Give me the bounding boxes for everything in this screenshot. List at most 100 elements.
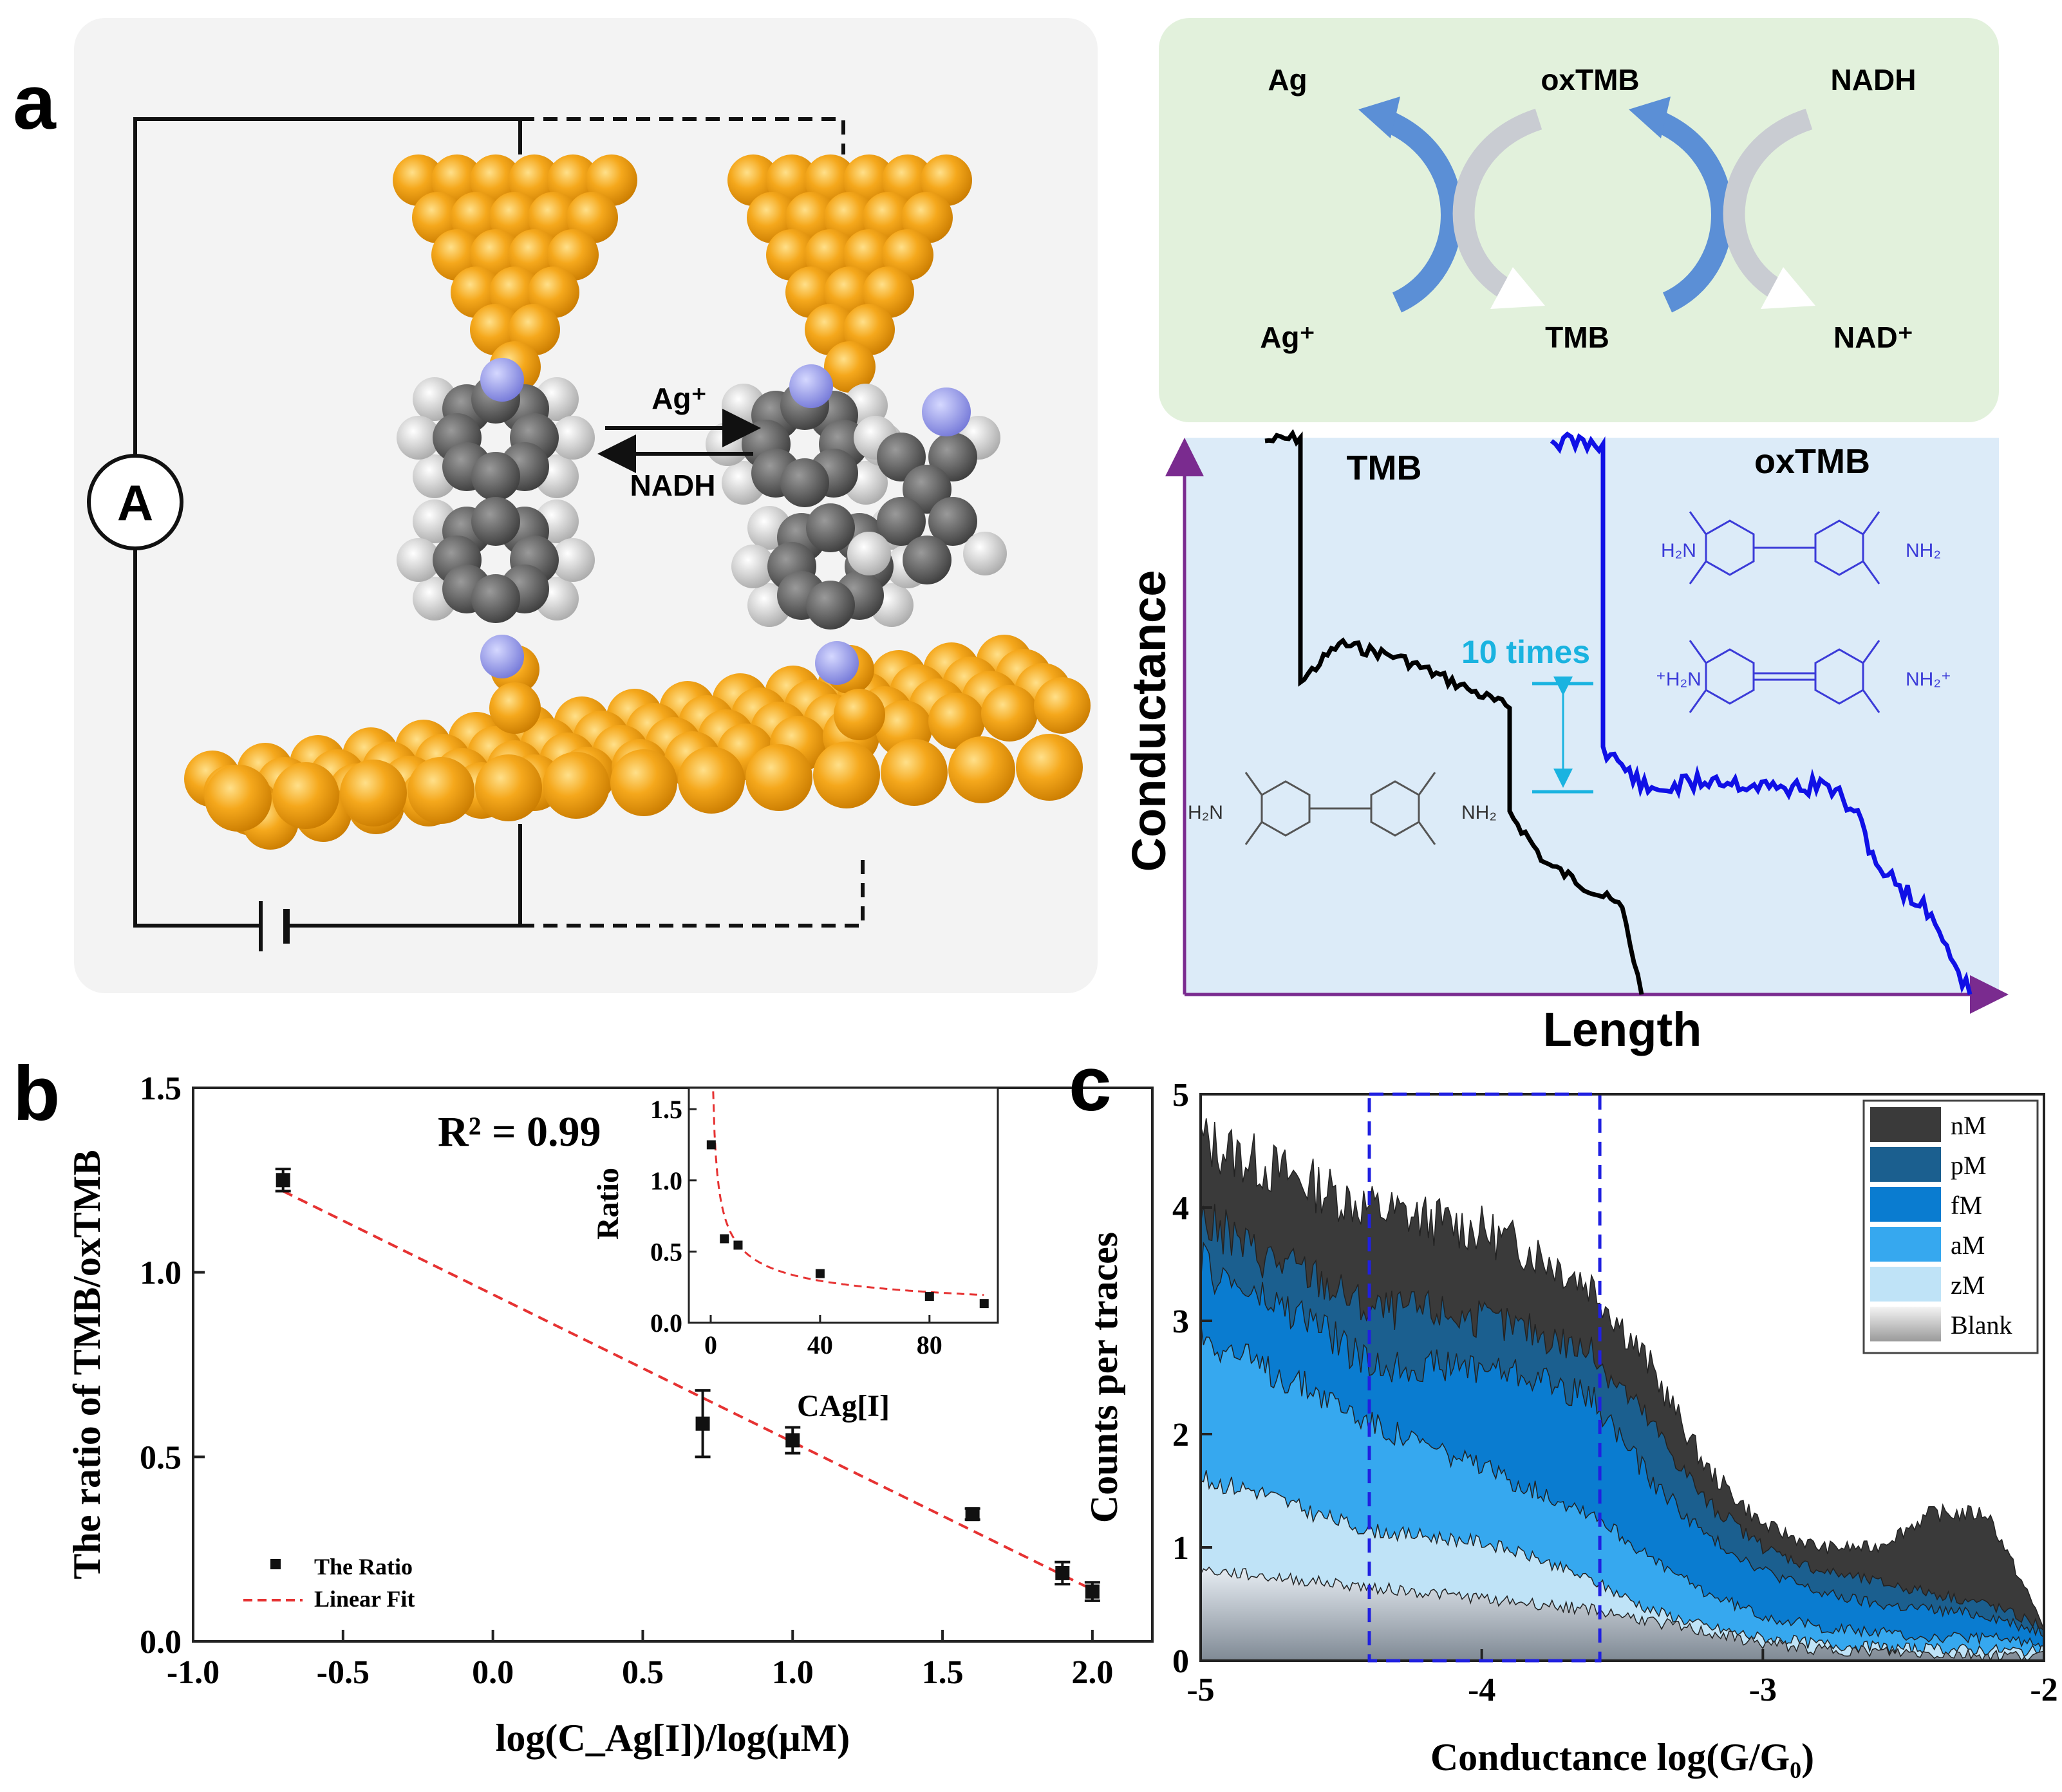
- c-y-tick-label: 0: [1172, 1643, 1189, 1680]
- redox-bottom-0: Ag⁺: [1260, 321, 1315, 354]
- legend-fit-label: Linear Fit: [314, 1586, 415, 1612]
- hydrogen-atom: [963, 532, 1007, 575]
- oxtmb-h2n-plus: ⁺H₂N: [1656, 669, 1701, 690]
- plot-b-ylabel: The ratio of TMB/oxTMB: [66, 1150, 108, 1579]
- inset-x-tick-label: 0: [704, 1330, 717, 1359]
- oxidation-arrow-2-icon: [1723, 108, 1813, 299]
- inset-data-points: [706, 1140, 989, 1309]
- tmb-molecule-model: [397, 358, 595, 678]
- oxtmb-trace-line: [1550, 431, 1973, 995]
- c-x-tick-label: -2: [2030, 1672, 2057, 1708]
- gold-atom: [745, 744, 812, 811]
- redox-bottom-2: NAD⁺: [1833, 321, 1913, 354]
- inset-xlabel: CAg[I]: [797, 1389, 890, 1423]
- legend-label-Blank: Blank: [1951, 1311, 2012, 1339]
- x-tick-label: 1.0: [772, 1654, 814, 1691]
- legend-swatch-nM: [1870, 1107, 1941, 1142]
- trace-xlabel: Length: [1543, 1003, 1702, 1056]
- ratio-label: 10 times: [1461, 634, 1590, 670]
- carbon-atom: [806, 503, 855, 552]
- backward-label: NADH: [630, 469, 716, 502]
- plot-c-axes: -5 -4 -3 -2 0 1 2 3 4 5: [1172, 1077, 2058, 1708]
- tmb-blue-h2n: H₂N: [1661, 540, 1696, 561]
- nitrogen-atom: [480, 635, 524, 678]
- oxtmb-structure-icon: [1689, 640, 1880, 713]
- carbon-atom: [471, 452, 520, 501]
- reduction-arrow-1-icon: [1385, 112, 1463, 313]
- gold-tip-left: [393, 154, 637, 393]
- inset-y-tick-label: 1.5: [650, 1095, 682, 1124]
- legend-swatch-aM: [1870, 1227, 1941, 1262]
- inset-point: [979, 1299, 989, 1309]
- inset-point: [815, 1269, 825, 1278]
- nitrogen-atom: [480, 358, 524, 402]
- tmb-h2n: H₂N: [1188, 802, 1223, 823]
- gold-atom: [981, 685, 1038, 742]
- x-tick-label: 2.0: [1071, 1654, 1113, 1691]
- redox-cycle-panel: Ag oxTMB NADH Ag⁺ TMB NAD⁺: [1159, 18, 1999, 422]
- ammeter-label: A: [117, 474, 153, 531]
- histogram-areas: [1200, 1118, 2045, 1662]
- hydrogen-atom: [551, 416, 595, 460]
- data-point: [965, 1507, 980, 1522]
- legend-label-zM: zM: [1951, 1271, 1985, 1300]
- c-x-tick-label: -5: [1186, 1672, 1214, 1708]
- c-y-tick-label: 3: [1172, 1303, 1189, 1340]
- redox-top-0: Ag: [1268, 63, 1307, 97]
- nitrogen-atom: [789, 364, 833, 408]
- y-tick-label: 0.5: [140, 1439, 182, 1476]
- tmb-nh2: NH₂: [1461, 802, 1497, 823]
- inset-x-tick-label: 40: [807, 1330, 833, 1359]
- x-tick-label: 0.0: [472, 1654, 514, 1691]
- legend-swatch-fM: [1870, 1187, 1941, 1222]
- gold-atom: [813, 742, 880, 808]
- panel-label-b: b: [13, 1050, 60, 1137]
- y-tick-label: 0.0: [140, 1624, 182, 1661]
- gold-atom: [408, 757, 474, 824]
- inset-fit-path: [712, 1091, 984, 1296]
- x-tick-label: 1.5: [922, 1654, 964, 1691]
- legend-label-pM: pM: [1951, 1151, 1987, 1180]
- gold-atom: [948, 736, 1015, 803]
- gold-atom: [610, 749, 677, 816]
- inset-axes: 0 40 80 0.0 0.5 1.0 1.5: [650, 1095, 942, 1359]
- conductance-trace-panel: Conductance Length TMB oxTMB 10 times H₂…: [1122, 429, 2009, 1056]
- legend-label-aM: aM: [1951, 1231, 1985, 1260]
- gold-atom: [489, 682, 541, 734]
- inset-point: [706, 1140, 716, 1150]
- hydrogen-atom: [551, 538, 595, 582]
- reduction-arrowhead-1-icon: [1358, 97, 1400, 138]
- hydrogen-atom: [847, 532, 891, 575]
- y-tick-label: 1.0: [140, 1255, 182, 1292]
- gold-atom: [834, 689, 885, 740]
- inset-x-tick-label: 80: [917, 1330, 942, 1359]
- gold-atom: [824, 341, 876, 393]
- plot-b-frame: [192, 1087, 1154, 1643]
- redox-top-1: oxTMB: [1541, 63, 1639, 97]
- data-point: [695, 1416, 710, 1431]
- x-tick-label: -0.5: [317, 1654, 370, 1691]
- legend-swatch-Blank: [1870, 1307, 1941, 1341]
- legend-ratio-label: The Ratio: [314, 1554, 413, 1580]
- inset-y-tick-label: 0.5: [650, 1237, 682, 1266]
- redox-bottom-1: TMB: [1545, 321, 1609, 354]
- legend-label-fM: fM: [1951, 1191, 1982, 1220]
- gold-atom: [678, 747, 745, 814]
- hydrogen-atom: [731, 545, 775, 588]
- panel-label-a: a: [13, 59, 57, 145]
- plot-c-xlabel: Conductance log(G/G₀): [1430, 1736, 1814, 1778]
- inset-y-tick-label: 0.0: [650, 1309, 682, 1338]
- trace-ylabel: Conductance: [1122, 570, 1176, 872]
- plot-b-xlabel: log(C_Ag[I])/log(μM): [496, 1717, 850, 1759]
- panel-b-chart: b -1.0 -0.5 0.0 0.5 1.0 1.5 2.0 0.0 0.5 1.0 1.5 R²…: [13, 1050, 1154, 1759]
- panel-a-circuit: a A Ag⁺ NADH: [13, 18, 1098, 993]
- panel-c-chart: c -5 -4 -3 -2 0 1 2 3 4 5 Conductance log(G/G₀) C…: [1069, 1041, 2058, 1778]
- gold-atom: [205, 765, 272, 832]
- ratio-data-points: [275, 1168, 1100, 1602]
- plot-c-ylabel: Counts per traces: [1083, 1232, 1125, 1523]
- nitrogen-atom: [922, 387, 971, 436]
- hydrogen-atom: [397, 416, 440, 460]
- tmb-label: TMB: [1347, 449, 1422, 487]
- forward-label: Ag⁺: [651, 382, 707, 415]
